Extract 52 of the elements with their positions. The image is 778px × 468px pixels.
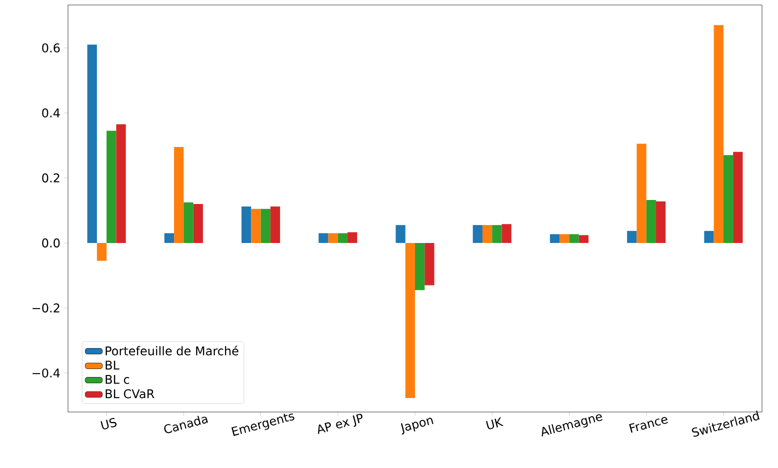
x-tick-label: UK: [486, 417, 504, 430]
bar: [164, 233, 174, 243]
bar: [405, 242, 415, 398]
bar: [270, 206, 280, 243]
bar: [636, 144, 646, 243]
bar: [116, 124, 126, 243]
legend-label: BL c: [106, 375, 130, 384]
bar: [560, 234, 570, 243]
bar: [260, 208, 270, 243]
y-tick-label: 0.2: [42, 173, 60, 182]
bar: [184, 202, 194, 243]
legend-label: BL: [106, 360, 120, 370]
x-tick-label: Japon: [400, 418, 434, 435]
bar: [723, 155, 734, 243]
y-tick-label: −0.2: [32, 303, 60, 313]
bar: [578, 235, 588, 243]
bar: [242, 206, 252, 243]
x-tick-label: US: [100, 418, 117, 430]
y-tick-label: 0.6: [42, 43, 60, 52]
y-tick-label: −0.4: [32, 368, 60, 378]
bar: [106, 130, 116, 243]
bar: [646, 200, 656, 243]
x-tick-label: France: [629, 417, 668, 433]
bar: [193, 204, 203, 243]
bar: [550, 234, 560, 243]
bar: [348, 232, 358, 243]
y-tick-label: 0.0: [42, 238, 60, 248]
bar: [492, 225, 502, 243]
bar: [704, 230, 714, 243]
bar: [87, 44, 97, 243]
bar: [174, 147, 184, 243]
bar: [424, 242, 434, 286]
legend-label: Portefeuille de Marché: [106, 346, 238, 356]
x-tick-label: AP ex JP: [318, 414, 362, 434]
bar: [714, 25, 724, 243]
bar: [502, 224, 512, 243]
bar: [328, 233, 338, 243]
x-tick-label: Canada: [164, 416, 208, 434]
y-tick-label: 0.4: [42, 108, 60, 118]
bar: [396, 225, 406, 243]
bar: [472, 225, 482, 243]
bar: [627, 230, 637, 243]
legend-label: BL CVaR: [106, 389, 154, 398]
bar: [415, 242, 425, 290]
bar: [482, 225, 492, 243]
bar: [733, 152, 743, 243]
bar: [569, 234, 579, 243]
bar: [96, 242, 107, 261]
bar: [318, 233, 328, 243]
bar: [338, 233, 348, 243]
bar: [656, 201, 666, 243]
bar: [251, 208, 261, 243]
